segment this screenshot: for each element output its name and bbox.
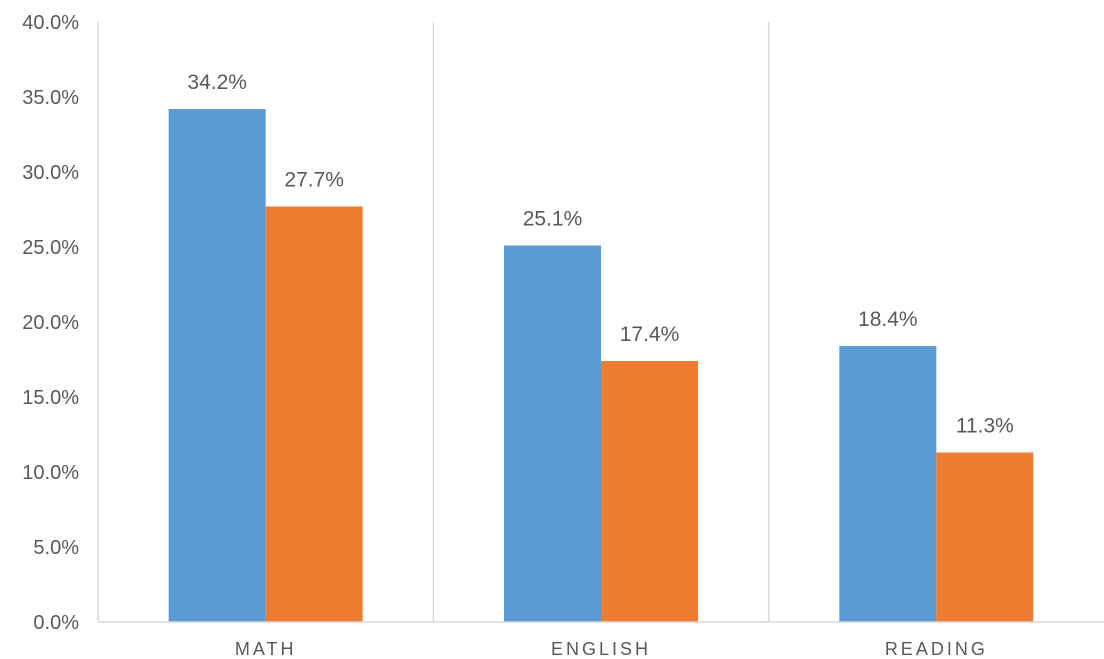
y-tick-label: 20.0% — [22, 312, 79, 334]
x-tick-label: MATH — [235, 639, 297, 659]
y-axis: 0.0% 5.0% 10.0% 15.0% 20.0% 25.0% 30.0% 35.0% 40… — [22, 12, 99, 634]
x-axis: MATH ENGLISH READING — [98, 621, 1104, 659]
y-tick-label: 25.0% — [22, 237, 79, 259]
bar — [504, 245, 601, 622]
y-tick-label: 40.0% — [22, 12, 79, 34]
x-tick-label: ENGLISH — [551, 639, 651, 659]
bar — [936, 452, 1034, 622]
data-label: 18.4% — [858, 308, 918, 331]
x-tick-label: READING — [885, 639, 988, 659]
category-separators — [432, 22, 770, 622]
y-tick-label: 0.0% — [33, 612, 79, 634]
y-tick-label: 10.0% — [22, 462, 79, 484]
bar — [265, 206, 363, 622]
bar — [601, 361, 698, 622]
data-label: 34.2% — [187, 71, 247, 94]
data-label: 17.4% — [620, 323, 680, 346]
bar — [168, 109, 266, 622]
y-tick-label: 5.0% — [33, 537, 79, 559]
y-tick-label: 15.0% — [22, 387, 79, 409]
y-tick-label: 35.0% — [22, 87, 79, 109]
data-label: 27.7% — [284, 169, 344, 192]
data-label: 11.3% — [956, 415, 1014, 438]
y-tick-label: 30.0% — [22, 162, 79, 184]
data-labels: 34.2% 27.7% 25.1% 17.4% 18.4% 11.3% — [187, 71, 1013, 438]
data-label: 25.1% — [523, 208, 583, 231]
bars — [168, 109, 1034, 622]
bar — [839, 346, 937, 622]
